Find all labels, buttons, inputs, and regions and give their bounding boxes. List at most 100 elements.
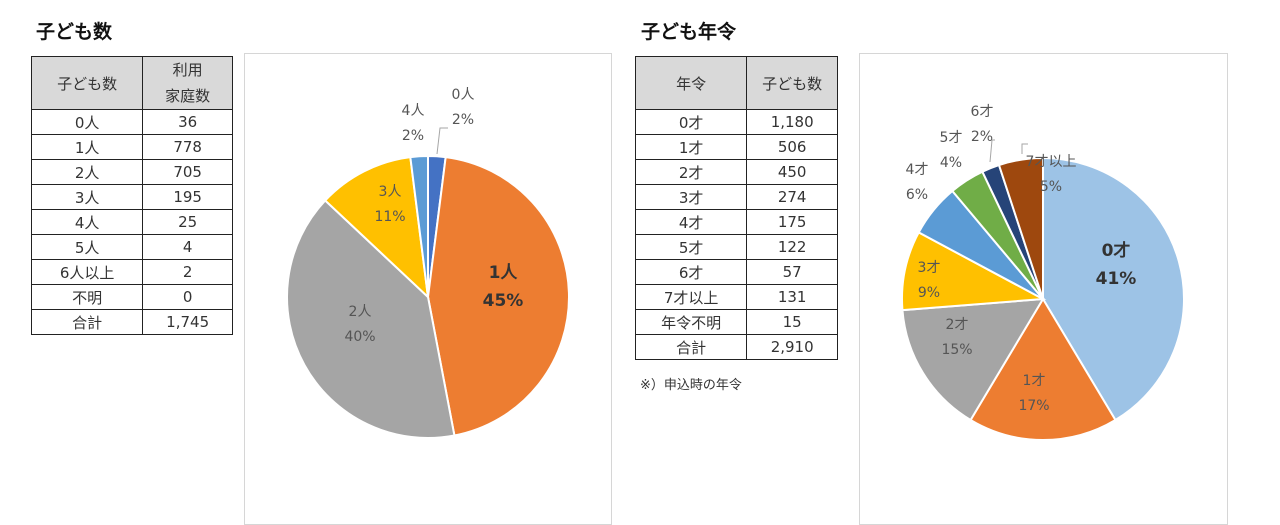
table-cell-value: 122 <box>746 234 838 260</box>
table-cell-label: 不明 <box>30 284 144 310</box>
children-count-title: 子ども数 <box>36 21 113 43</box>
slice-label: 2人 <box>349 304 372 320</box>
table-cell-value: 36 <box>142 109 233 135</box>
pie-slice <box>426 155 571 437</box>
table-row: 2人 705 <box>30 159 233 185</box>
table-header-count: 子ども数 <box>746 56 838 110</box>
table-cell-label: 1才 <box>634 134 748 160</box>
table-row: 6人以上 2 <box>30 259 233 285</box>
slice-label: 3才 <box>918 260 941 276</box>
slice-value-label: 2% <box>452 112 474 128</box>
table-cell-label: 4人 <box>30 209 144 235</box>
header-line-2: 家庭数 <box>165 87 211 105</box>
table-row: 3才 274 <box>634 184 838 210</box>
table-cell-label: 年令不明 <box>634 309 748 335</box>
table-row: 6才 57 <box>634 259 838 285</box>
pie-slice <box>901 231 1047 312</box>
table-cell-label: 合計 <box>634 334 748 360</box>
table-row: 4人 25 <box>30 209 233 235</box>
slice-label: 1才 <box>1023 373 1046 389</box>
table-row: 7才以上 131 <box>634 284 838 310</box>
slice-label: 5才 <box>940 130 963 146</box>
table-cell-label: 合計 <box>30 309 144 335</box>
slice-value-label: 4% <box>940 155 962 171</box>
slice-label: 6才 <box>971 104 994 120</box>
table-cell-value: 131 <box>746 284 838 310</box>
pie-slice <box>997 156 1044 300</box>
pie-slice <box>409 154 429 298</box>
pie-slice <box>969 297 1117 442</box>
slice-value-label: 2% <box>971 129 993 145</box>
table-row: 0人 36 <box>30 109 233 135</box>
pie-slice <box>286 199 456 439</box>
children-count-pie-chart: 0人 2% 1人 45% 2人 40% 3人 11% 4人 2% <box>286 87 571 439</box>
table-cell-value: 1,745 <box>142 309 233 335</box>
table-row: 2才 450 <box>634 159 838 185</box>
slice-value-label: 2% <box>402 128 424 144</box>
table-cell-value: 195 <box>142 184 233 210</box>
table-row: 0才 1,180 <box>634 109 838 135</box>
table-cell-label: 3才 <box>634 184 748 210</box>
table-row: 合計 1,745 <box>30 309 233 335</box>
slice-label: 4人 <box>402 103 425 119</box>
slice-label: 7才以上 <box>1026 154 1077 170</box>
children-count-table: 子ども数 利用 家庭数 0人 36 1人 778 2人 705 3人 195 4人 25 5人 4 6人… <box>30 56 233 335</box>
table-cell-label: 3人 <box>30 184 144 210</box>
slice-value-label: 41% <box>1096 269 1137 289</box>
table-row: 合計 2,910 <box>634 334 838 360</box>
slice-label: 1人 <box>489 263 519 283</box>
table-cell-label: 2才 <box>634 159 748 185</box>
leader-line <box>436 127 448 155</box>
pie-slice <box>323 155 430 300</box>
table-header-age: 年令 <box>634 56 748 110</box>
children-age-pie-chart: 0才 41% 1才 17% 2才 15% 3才 9% 4才 6% 5才 4% 6才 2% 7才以上 5% <box>901 104 1185 442</box>
slice-value-label: 17% <box>1018 398 1049 414</box>
table-cell-label: 7才以上 <box>634 284 748 310</box>
slice-value-label: 15% <box>941 342 972 358</box>
children-count-table-body: 0人 36 1人 778 2人 705 3人 195 4人 25 5人 4 6人以上 2 不明 0 合計 1,74… <box>30 109 233 335</box>
children-age-chart-panel: 0才 41% 1才 17% 2才 15% 3才 9% 4才 6% 5才 4% 6才 2% 7才以上 5% <box>859 53 1228 525</box>
table-row: 年令不明 15 <box>634 309 838 335</box>
table-row: 5人 4 <box>30 234 233 260</box>
children-age-table: 年令 子ども数 0才 1,180 1才 506 2才 450 3才 274 4才 175 5才 122… <box>634 56 838 360</box>
table-row: 1才 506 <box>634 134 838 160</box>
pie-slice <box>901 297 1045 422</box>
header-line-1: 利用 <box>172 61 203 79</box>
table-cell-label: 1人 <box>30 134 144 160</box>
slice-label: 3人 <box>379 184 402 200</box>
table-cell-value: 778 <box>142 134 233 160</box>
table-cell-value: 2,910 <box>746 334 838 360</box>
pie-slice <box>1042 156 1185 422</box>
table-cell-value: 705 <box>142 159 233 185</box>
slice-value-label: 11% <box>374 209 405 225</box>
table-cell-value: 450 <box>746 159 838 185</box>
table-cell-value: 0 <box>142 284 233 310</box>
table-cell-value: 15 <box>746 309 838 335</box>
table-cell-label: 0才 <box>634 109 748 135</box>
slice-value-label: 6% <box>906 187 928 203</box>
table-cell-value: 175 <box>746 209 838 235</box>
table-cell-label: 6人以上 <box>30 259 144 285</box>
table-cell-value: 274 <box>746 184 838 210</box>
table-row: 1人 778 <box>30 134 233 160</box>
children-count-chart-panel: 0人 2% 1人 45% 2人 40% 3人 11% 4人 2% <box>244 53 612 525</box>
age-note: ※）申込時の年令 <box>640 378 742 393</box>
table-cell-label: 0人 <box>30 109 144 135</box>
slice-value-label: 45% <box>483 291 524 311</box>
leader-line <box>989 139 995 163</box>
table-row: 3人 195 <box>30 184 233 210</box>
table-cell-label: 5才 <box>634 234 748 260</box>
table-cell-value: 4 <box>142 234 233 260</box>
slice-value-label: 9% <box>918 285 940 301</box>
leader-line <box>1021 143 1028 154</box>
table-row: 不明 0 <box>30 284 233 310</box>
table-cell-value: 1,180 <box>746 109 838 135</box>
slice-label: 4才 <box>906 162 929 178</box>
table-cell-value: 2 <box>142 259 233 285</box>
table-cell-label: 2人 <box>30 159 144 185</box>
table-row: 4才 175 <box>634 209 838 235</box>
table-header-households: 利用 家庭数 <box>142 56 233 110</box>
table-cell-label: 5人 <box>30 234 144 260</box>
slice-label: 0人 <box>452 87 475 103</box>
table-row: 5才 122 <box>634 234 838 260</box>
